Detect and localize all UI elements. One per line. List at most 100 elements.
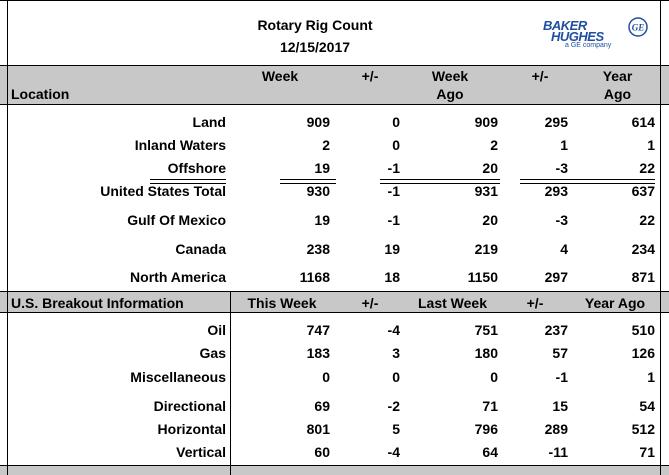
cell-weekago: 64 [482,444,498,460]
cell-pm1: 19 [384,241,400,257]
cell-pm2: 15 [552,398,568,414]
bottom-border [0,465,669,466]
total-double-line-2 [280,179,336,184]
cell-pm2: 289 [544,421,568,437]
cell-pm2: 1 [560,137,568,153]
cell-yearago: 71 [639,444,655,460]
col-yearago-header-1: Year [602,68,633,84]
breakout-top-border [0,291,669,292]
cell-weekago: 0 [490,369,498,385]
cell-weekago: 219 [474,241,498,257]
cell-pm1: -1 [387,183,400,199]
logo-sub: a GE company [565,42,612,49]
cell-weekago: 796 [474,421,498,437]
cell-weekago: 931 [474,183,498,199]
cell-week: 930 [306,183,330,199]
cell-pm2: -3 [555,212,568,228]
location-header-band [0,66,669,104]
cell-week: 0 [322,369,330,385]
cell-week: 2 [322,137,330,153]
cell-week: 60 [314,444,330,460]
bottom-band [0,466,669,475]
cell-yearago: 871 [631,269,655,285]
left-border [7,0,8,475]
col-pm2-header: +/- [531,68,549,84]
cell-pm1: -4 [387,444,400,460]
col-pm1-header: +/- [361,68,379,84]
cell-week: 909 [306,114,330,130]
cell-yearago: 54 [639,398,655,414]
cell-pm2: -11 [548,444,568,460]
cell-pm1: 0 [392,114,400,130]
row-label: Inland Waters [134,137,226,153]
cell-week: 183 [306,345,330,361]
cell-week: 1168 [299,269,330,285]
cell-yearago: 22 [639,160,655,176]
cell-pm1: -4 [387,322,400,338]
report-date: 12/15/2017 [279,39,351,55]
right-border [660,0,661,475]
row-label: Canada [175,241,226,257]
row-label: Land [192,114,226,130]
total-double-line-1 [150,179,226,184]
total-double-line-3 [380,179,500,184]
cell-weekago: 20 [482,212,498,228]
cell-pm2: 237 [544,322,568,338]
cell-pm1: 5 [392,421,400,437]
cell-yearago: 512 [631,421,655,437]
col-weekago-header-2: Ago [436,86,464,102]
cell-weekago: 71 [482,398,498,414]
cell-week: 69 [314,398,330,414]
logo-line2: HUGHES [551,29,604,44]
breakout-title: U.S. Breakout Information [11,295,184,311]
cell-pm2: -3 [555,160,568,176]
cell-weekago: 909 [474,114,498,130]
logo-line1: BAKER [543,18,587,33]
col-location-header: Location [11,86,70,102]
row-label: Oil [207,322,226,338]
cell-week: 19 [314,160,330,176]
breakout-bottom-border [0,312,669,313]
row-label: Horizontal [157,421,226,437]
report-title: Rotary Rig Count [257,17,373,33]
cell-week: 238 [306,241,330,257]
col-weekago-header-1: Week [431,68,469,84]
cell-yearago: 637 [631,183,655,199]
cell-pm1: 18 [384,269,400,285]
cell-yearago: 22 [639,212,655,228]
cell-yearago: 126 [631,345,655,361]
cell-weekago: 2 [490,137,498,153]
cell-pm1: -1 [387,212,400,228]
header-bottom-border [0,104,669,105]
cell-weekago: 751 [474,322,498,338]
cell-yearago: 234 [631,241,655,257]
ge-badge-icon: GE [628,17,648,37]
col-lastweek-header: Last Week [418,295,487,311]
cell-week: 801 [306,421,330,437]
top-border [0,0,669,1]
cell-pm1: 3 [392,345,400,361]
cell-pm1: -2 [387,398,400,414]
cell-weekago: 180 [474,345,498,361]
cell-yearago: 1 [647,137,655,153]
ge-badge-text: GE [632,23,645,33]
cell-yearago: 614 [631,114,655,130]
cell-pm2: 295 [544,114,568,130]
baker-hughes-logo: BAKER HUGHES a GE company GE [543,17,653,52]
row-label: Vertical [176,444,226,460]
cell-weekago: 1150 [467,269,498,285]
row-label: Miscellaneous [130,369,226,385]
cell-week: 747 [306,322,330,338]
cell-pm1: 0 [392,137,400,153]
col-pm2-header-2: +/- [526,295,544,311]
cell-pm2: 297 [544,269,568,285]
row-label: Gulf Of Mexico [127,212,226,228]
cell-pm2: 4 [560,241,568,257]
row-label: Gas [199,345,226,361]
cell-pm2: 293 [544,183,568,199]
col-pm1-header-2: +/- [361,295,379,311]
cell-pm2: 57 [552,345,568,361]
cell-week: 19 [314,212,330,228]
cell-weekago: 20 [482,160,498,176]
